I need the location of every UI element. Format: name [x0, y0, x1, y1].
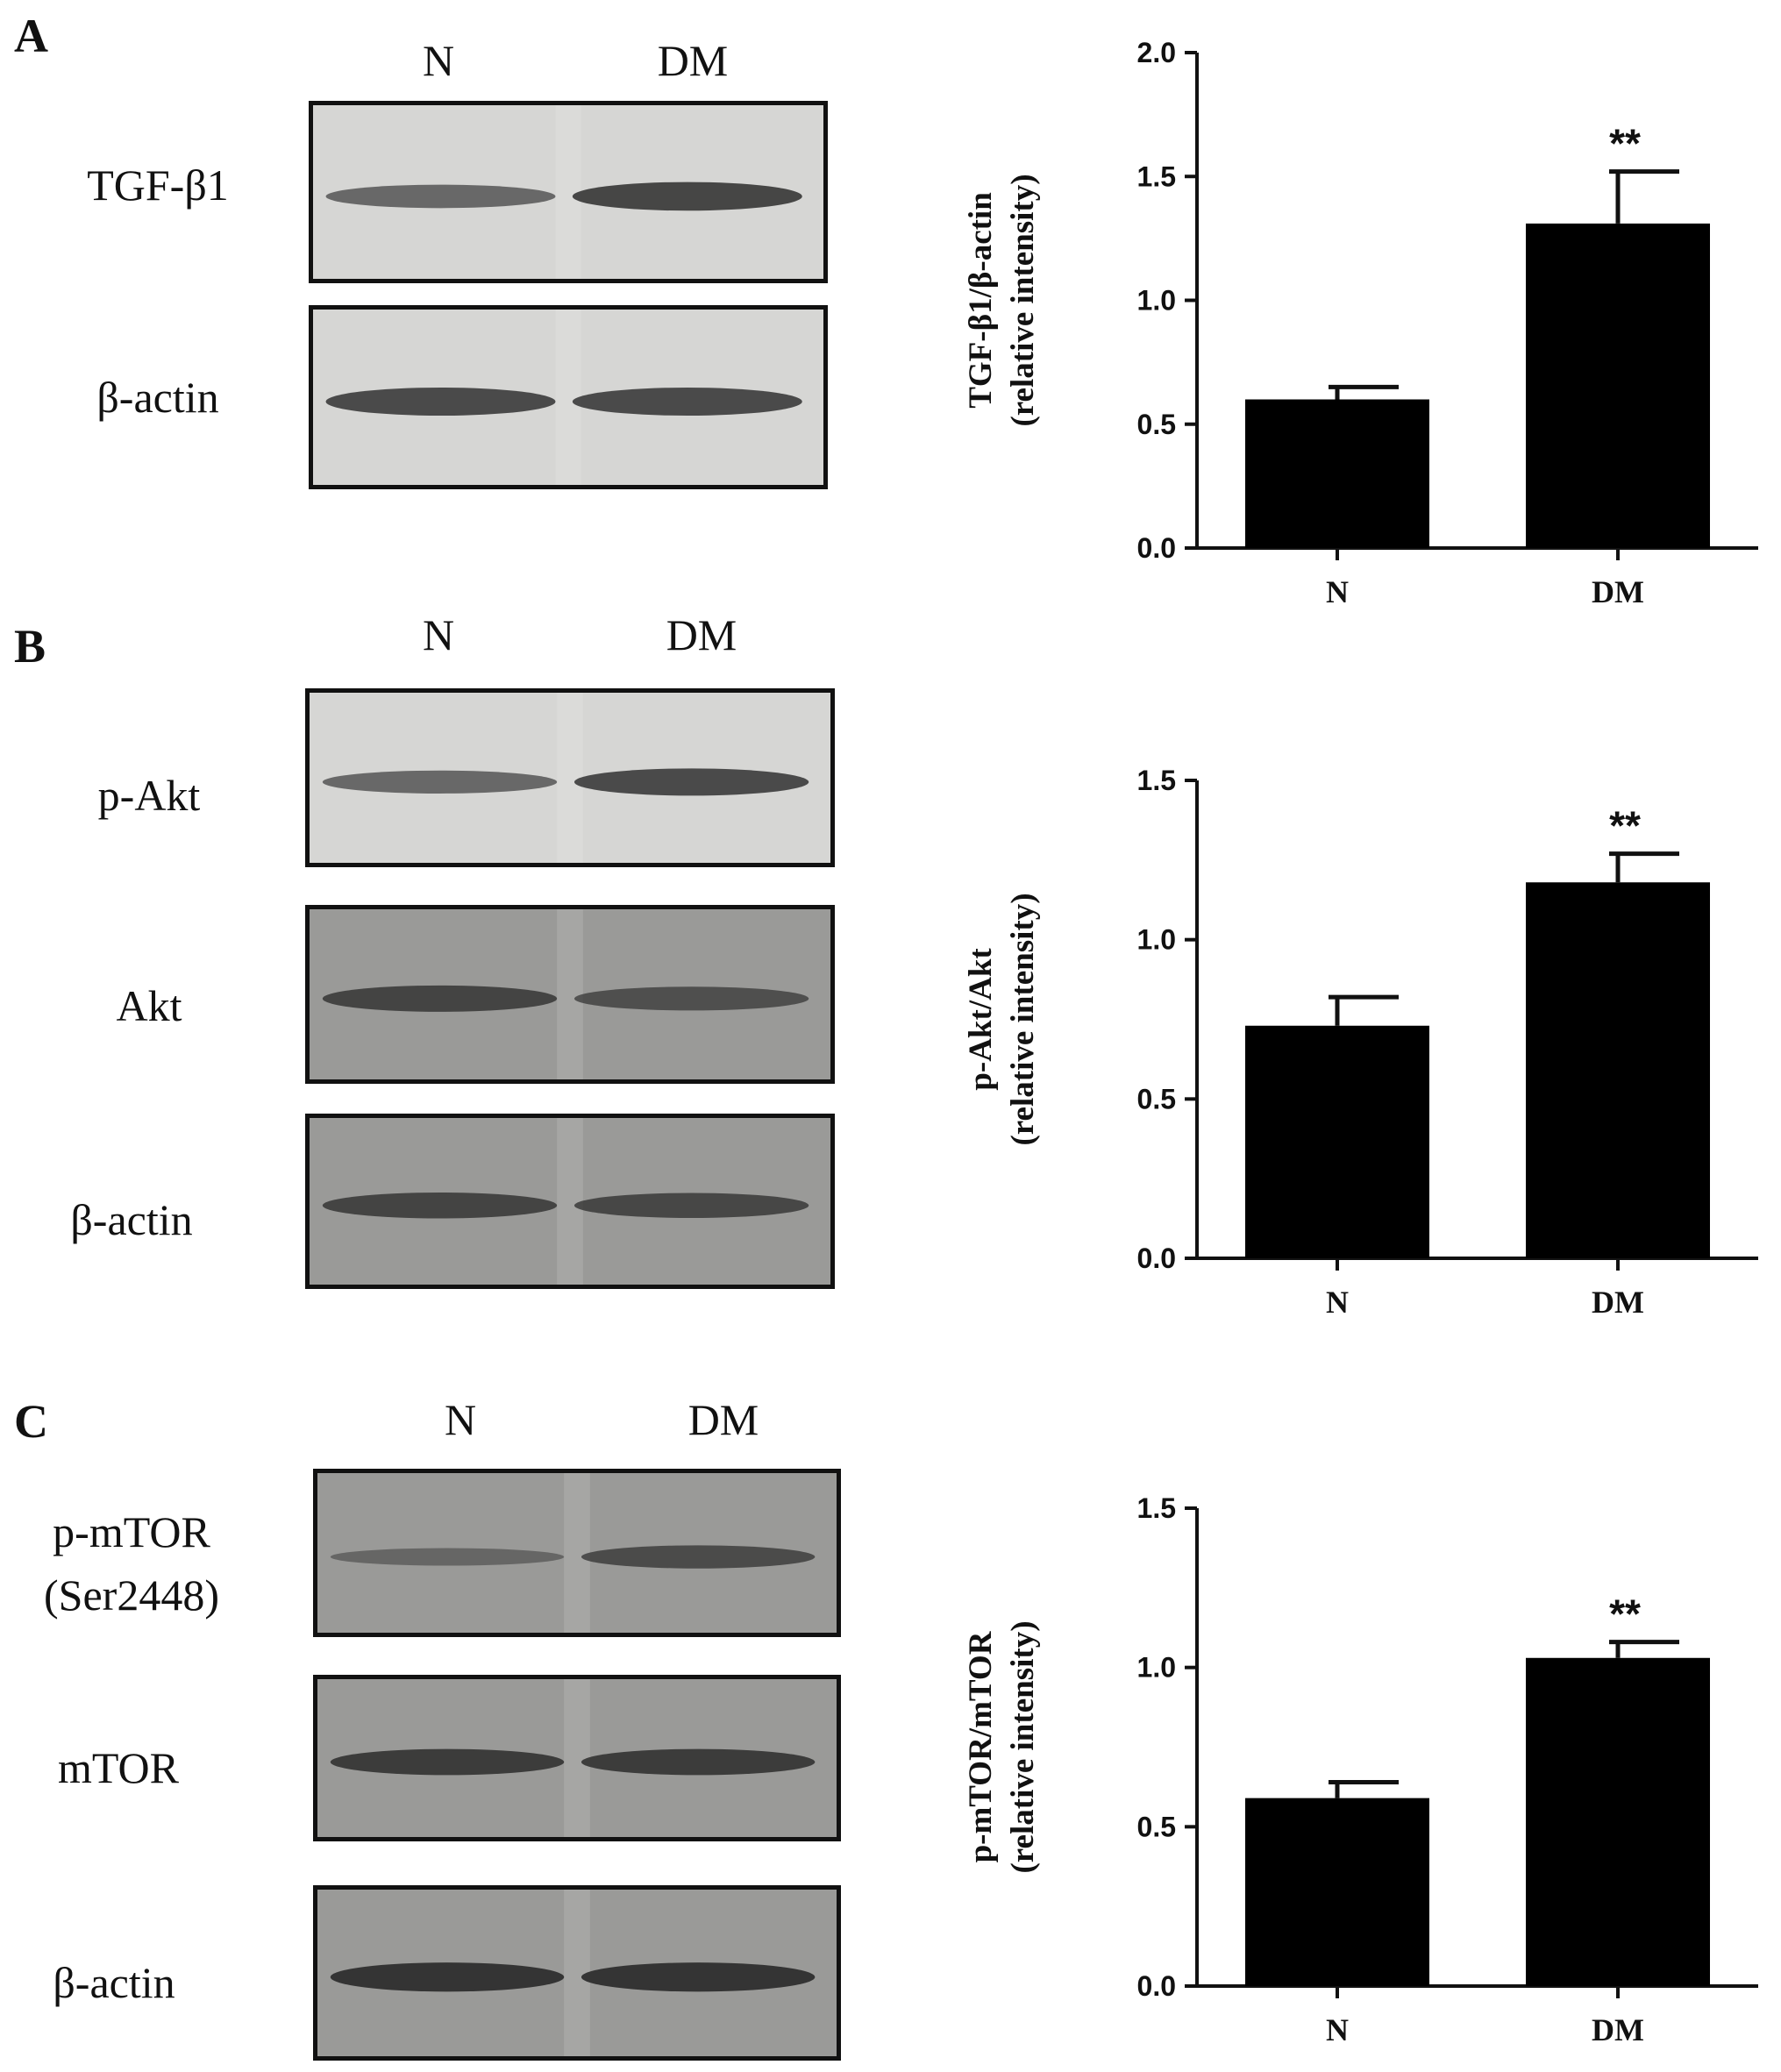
blot-image — [310, 693, 830, 863]
bar-n — [1245, 1798, 1429, 1986]
blot-band — [581, 1545, 816, 1569]
blot-image — [310, 909, 830, 1079]
blot-band — [573, 1193, 809, 1218]
blot-band — [330, 1962, 565, 1992]
blot-band — [325, 184, 556, 209]
lane-label-dm: DM — [657, 36, 729, 85]
blot-image — [310, 1118, 830, 1285]
blot-band — [322, 1193, 558, 1219]
blot-label-p-mtor: p-mTOR (Ser2448) — [18, 1505, 246, 1622]
blot-image — [313, 310, 823, 485]
blot-band — [581, 1748, 816, 1776]
bar-chart-tgf-beta1: 0.0 0.5 1.0 1.5 2.0 N DM ** TGF-β1/β-actin (relat… — [930, 26, 1771, 623]
blot-band — [573, 768, 809, 796]
blot-p-akt — [305, 688, 835, 867]
blot-band — [330, 1748, 565, 1776]
x-tick-label: DM — [1592, 574, 1644, 609]
lane-label-dm: DM — [687, 1395, 759, 1444]
blot-label-p-mtor-line1: p-mTOR — [53, 1507, 210, 1556]
blot-beta-actin — [313, 1885, 841, 2061]
blot-label-p-mtor-line2: (Ser2448) — [44, 1570, 219, 1620]
blot-image — [317, 1890, 837, 2056]
bar-chart-p-mtor: 0.0 0.5 1.0 1.5 N DM ** p-mTOR/mTOR (relative in… — [930, 1482, 1771, 2061]
blot-label-tgf-beta1: TGF-β1 — [87, 160, 229, 210]
panel-letter-c: C — [14, 1395, 48, 1448]
y-axis-label: (relative intensity) — [1005, 893, 1041, 1145]
bar-n — [1245, 399, 1429, 548]
y-tick-label: 2.0 — [1137, 37, 1176, 68]
y-tick-label: 0.5 — [1137, 1811, 1176, 1842]
blot-label-mtor: mTOR — [58, 1743, 179, 1792]
blot-image — [317, 1679, 837, 1837]
y-tick-label: 0.5 — [1137, 1083, 1176, 1114]
blot-mtor — [313, 1675, 841, 1841]
y-axis-label: (relative intensity) — [1005, 174, 1041, 426]
blot-label-beta-actin: β-actin — [53, 1958, 175, 2007]
y-tick-label: 0.0 — [1137, 532, 1176, 564]
blot-band — [572, 182, 802, 211]
blot-image — [313, 105, 823, 279]
bar-dm — [1526, 223, 1710, 549]
bar-n — [1245, 1025, 1429, 1258]
chart-svg: 0.0 0.5 1.0 1.5 2.0 N DM ** TGF-β1/β-actin (relat… — [963, 37, 1758, 609]
x-tick-label: DM — [1592, 1285, 1644, 1320]
x-tick-label: N — [1326, 2012, 1349, 2047]
x-tick-label: DM — [1592, 2012, 1644, 2047]
y-tick-label: 1.0 — [1137, 1652, 1176, 1684]
panel-letter-b: B — [14, 620, 46, 673]
y-axis-label: (relative intensity) — [1005, 1620, 1041, 1873]
blot-band — [322, 985, 558, 1012]
blot-band — [325, 388, 556, 416]
y-tick-label: 1.5 — [1137, 765, 1176, 796]
blot-image — [317, 1473, 837, 1633]
significance-marker: ** — [1609, 121, 1641, 167]
blot-label-beta-actin: β-actin — [70, 1195, 193, 1244]
bar-dm — [1526, 1657, 1710, 1986]
y-tick-label: 1.5 — [1137, 160, 1176, 192]
blot-p-mtor — [313, 1469, 841, 1637]
panel-letter-a: A — [14, 10, 48, 62]
y-tick-label: 0.5 — [1137, 409, 1176, 440]
lane-label-n: N — [422, 610, 455, 659]
y-tick-label: 1.0 — [1137, 285, 1176, 317]
blot-band — [581, 1962, 816, 1992]
blot-beta-actin — [305, 1114, 835, 1289]
x-tick-label: N — [1326, 574, 1349, 609]
significance-marker: ** — [1609, 1591, 1641, 1637]
y-tick-label: 0.0 — [1137, 1242, 1176, 1274]
blot-band — [573, 986, 809, 1011]
bar-dm — [1526, 882, 1710, 1258]
x-tick-label: N — [1326, 1285, 1349, 1320]
y-tick-label: 1.0 — [1137, 924, 1176, 956]
blot-label-beta-actin: β-actin — [96, 373, 219, 422]
blot-label-p-akt: p-Akt — [97, 771, 201, 820]
blot-band — [572, 388, 802, 416]
significance-marker: ** — [1609, 803, 1641, 849]
blot-tgf-beta1 — [309, 101, 828, 283]
bar-chart-p-akt: 0.0 0.5 1.0 1.5 N DM ** p-Akt/Akt (relative inte… — [930, 754, 1771, 1333]
blot-band — [330, 1548, 565, 1566]
y-axis-label: TGF-β1/β-actin — [963, 192, 999, 409]
blot-label-akt: Akt — [116, 981, 182, 1030]
y-axis-label: p-Akt/Akt — [963, 948, 999, 1091]
chart-svg: 0.0 0.5 1.0 1.5 N DM ** p-Akt/Akt (relative inte… — [963, 765, 1758, 1320]
y-axis-label: p-mTOR/mTOR — [963, 1630, 999, 1862]
blot-beta-actin — [309, 305, 828, 489]
y-tick-label: 1.5 — [1137, 1492, 1176, 1524]
chart-svg: 0.0 0.5 1.0 1.5 N DM ** p-mTOR/mTOR (relative in… — [963, 1492, 1758, 2047]
blot-akt — [305, 905, 835, 1084]
y-tick-label: 0.0 — [1137, 1970, 1176, 2002]
lane-label-n: N — [422, 36, 455, 85]
lane-label-dm: DM — [666, 610, 737, 659]
lane-label-n: N — [444, 1395, 477, 1444]
blot-band — [322, 770, 558, 794]
